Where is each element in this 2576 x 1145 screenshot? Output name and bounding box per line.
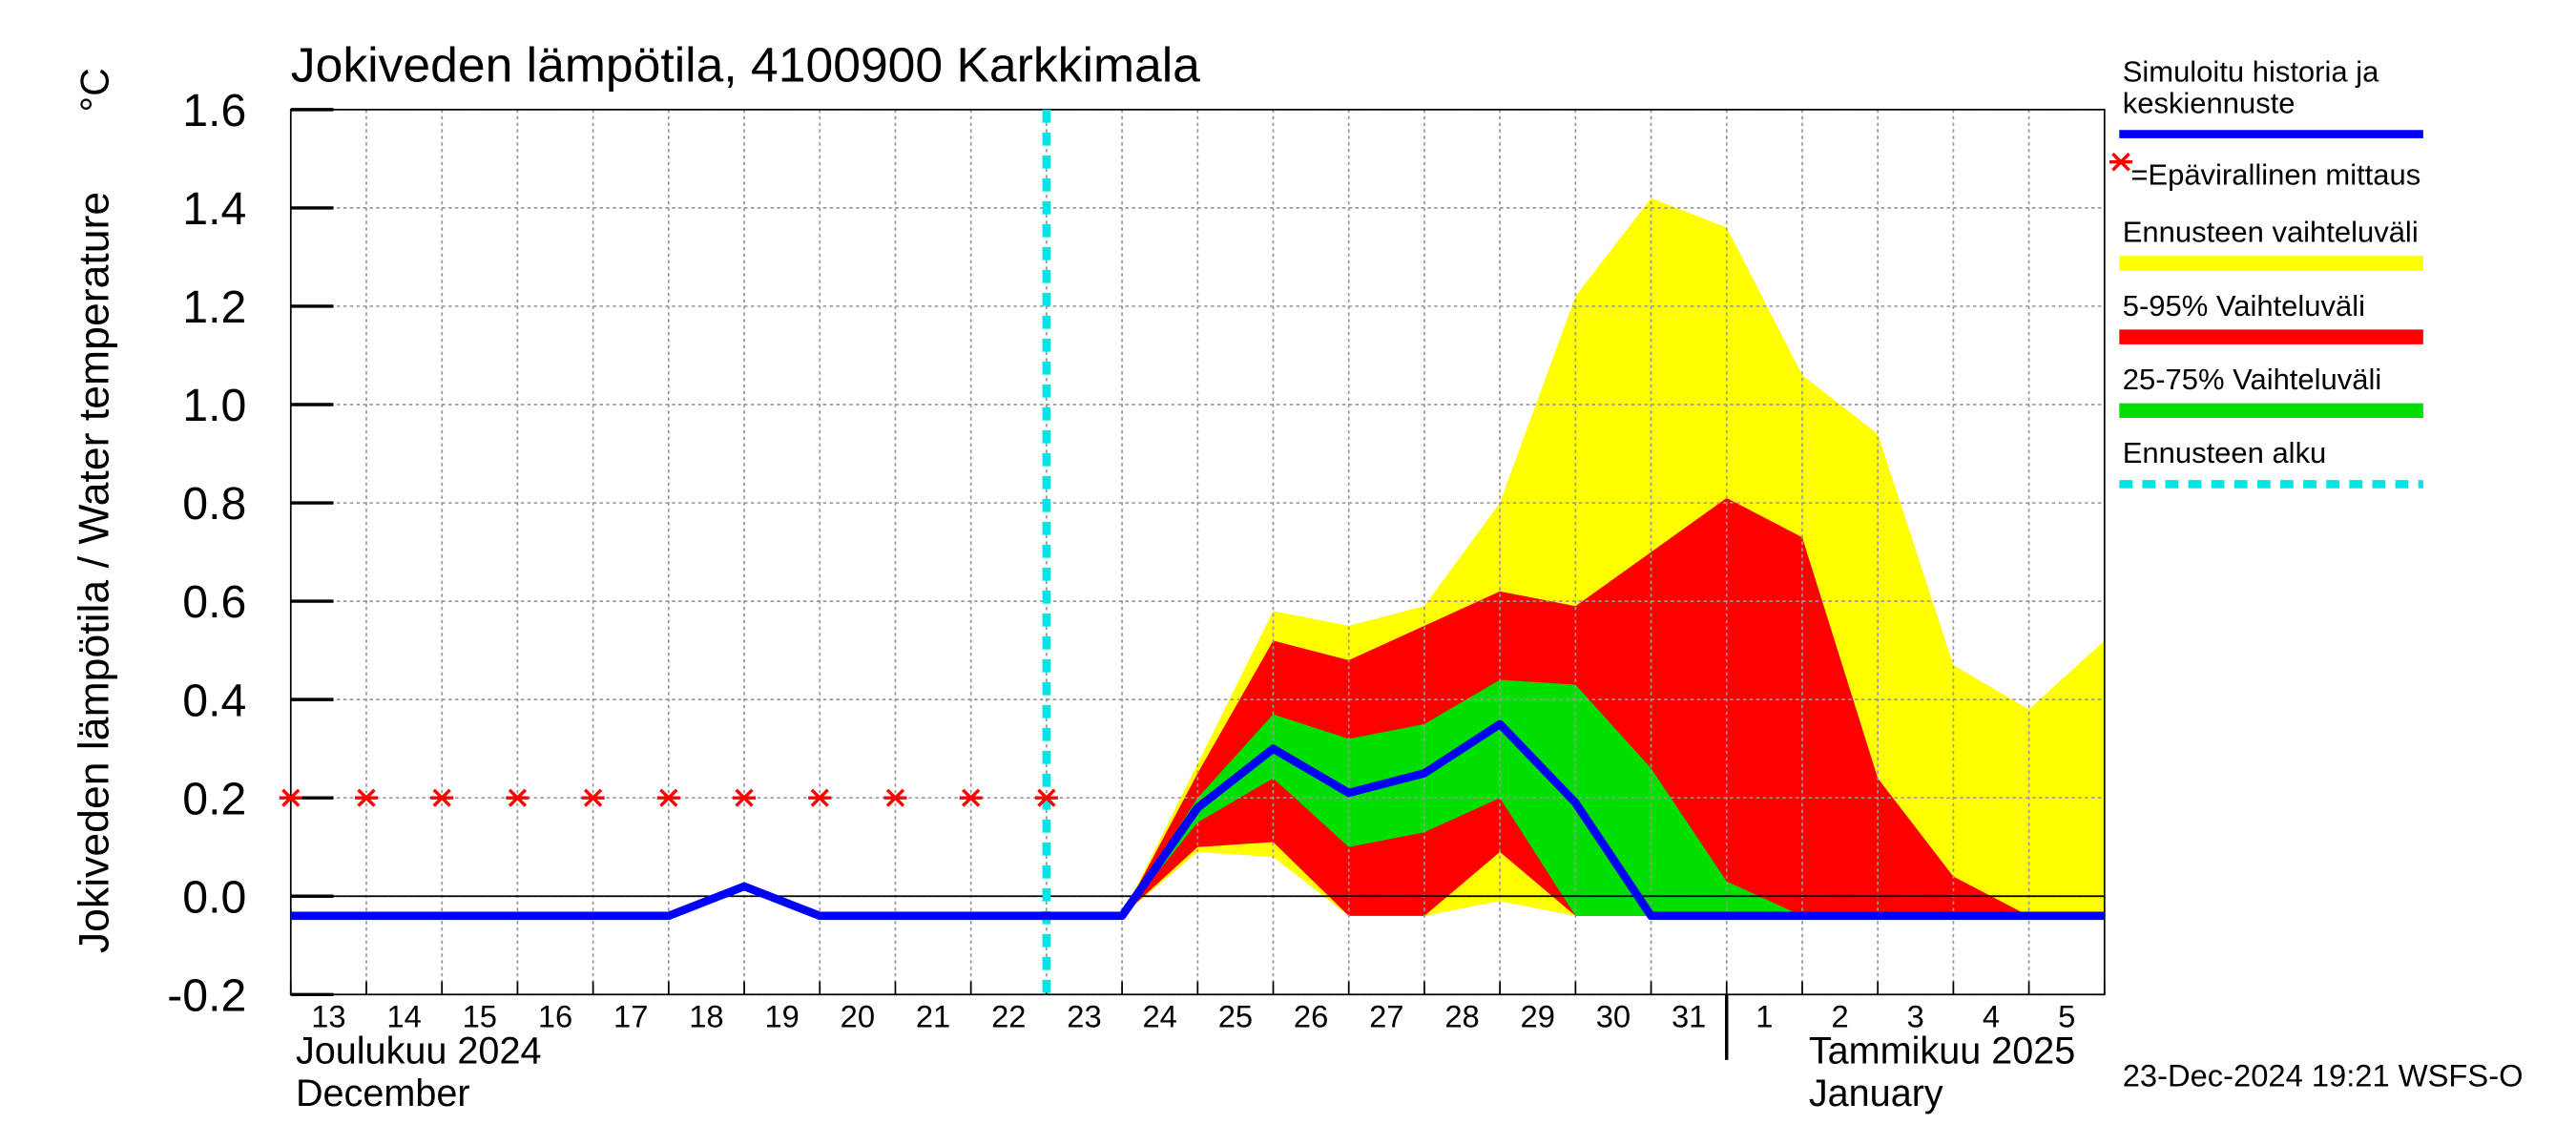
x-tick-label: 24 [1142, 999, 1176, 1034]
measurement-marker [279, 788, 302, 807]
x-tick-label: 21 [916, 999, 950, 1034]
y-tick-label: 1.6 [182, 85, 246, 136]
legend-label: keskiennuste [2123, 86, 2296, 119]
x-tick-label: 31 [1672, 999, 1706, 1034]
x-tick-label: 25 [1218, 999, 1253, 1034]
measurement-marker [732, 788, 757, 807]
x-tick-label: 17 [613, 999, 648, 1034]
x-tick-label: 15 [463, 999, 497, 1034]
month-label: January [1809, 1072, 1943, 1114]
plot-area [290, 109, 2105, 996]
measurement-marker [506, 788, 530, 807]
x-tick-label: 30 [1596, 999, 1631, 1034]
measurement-marker [883, 788, 907, 807]
x-tick-label: 23 [1067, 999, 1101, 1034]
y-tick-label: 0.0 [182, 871, 246, 923]
x-tick-label: 18 [689, 999, 723, 1034]
x-tick-label: 22 [991, 999, 1026, 1034]
x-tick-label: 1 [1755, 999, 1773, 1034]
measurement-marker [581, 788, 605, 807]
y-axis-unit: °C [73, 68, 117, 112]
legend-label: 5-95% Vaihteluväli [2123, 289, 2365, 323]
x-tick-label: 3 [1907, 999, 1924, 1034]
x-tick-label: 13 [311, 999, 345, 1034]
legend-marker [2109, 152, 2133, 172]
x-tick-label: 4 [1983, 999, 2000, 1034]
y-tick-label: 0.8 [182, 478, 246, 530]
x-tick-label: 5 [2058, 999, 2075, 1034]
legend-label: Ennusteen vaihteluväli [2123, 216, 2419, 249]
x-tick-label: 14 [386, 999, 421, 1034]
y-tick-label: 0.2 [182, 773, 246, 824]
x-tick-label: 26 [1294, 999, 1328, 1034]
y-tick-label: 1.2 [182, 281, 246, 333]
chart-title: Jokiveden lämpötila, 4100900 Karkkimala [291, 37, 1200, 93]
month-label: Joulukuu 2024 [296, 1030, 542, 1072]
x-tick-label: 20 [841, 999, 875, 1034]
y-tick-label: 1.4 [182, 183, 246, 235]
measurement-marker [808, 788, 832, 807]
month-label: December [296, 1072, 470, 1114]
y-tick-label: -0.2 [167, 970, 246, 1022]
measurement-marker [1034, 788, 1058, 807]
series-line [290, 719, 2105, 921]
legend-label: 25-75% Vaihteluväli [2123, 363, 2381, 396]
y-tick-label: 1.0 [182, 380, 246, 431]
legend-label: Ennusteen alku [2123, 436, 2327, 469]
measurement-marker [656, 788, 680, 807]
x-tick-label: 2 [1831, 999, 1848, 1034]
y-tick-label: 0.4 [182, 675, 246, 726]
month-label: Tammikuu 2025 [1809, 1030, 2075, 1072]
x-tick-label: 27 [1369, 999, 1403, 1034]
y-tick-label: 0.6 [182, 576, 246, 628]
timestamp: 23-Dec-2024 19:21 WSFS-O [2123, 1057, 2524, 1093]
x-tick-label: 16 [538, 999, 572, 1034]
x-tick-label: 29 [1521, 999, 1555, 1034]
x-tick-label: 28 [1444, 999, 1479, 1034]
measurement-marker [430, 788, 454, 807]
x-tick-label: 19 [764, 999, 799, 1034]
plot-frame [289, 109, 2106, 996]
legend-label: =Epävirallinen mittaus [2130, 158, 2420, 192]
y-axis-label: Jokiveden lämpötila / Water temperature [72, 192, 118, 953]
measurement-marker [354, 788, 379, 807]
legend-label: Simuloitu historia ja [2123, 55, 2379, 89]
measurement-marker [959, 788, 983, 807]
